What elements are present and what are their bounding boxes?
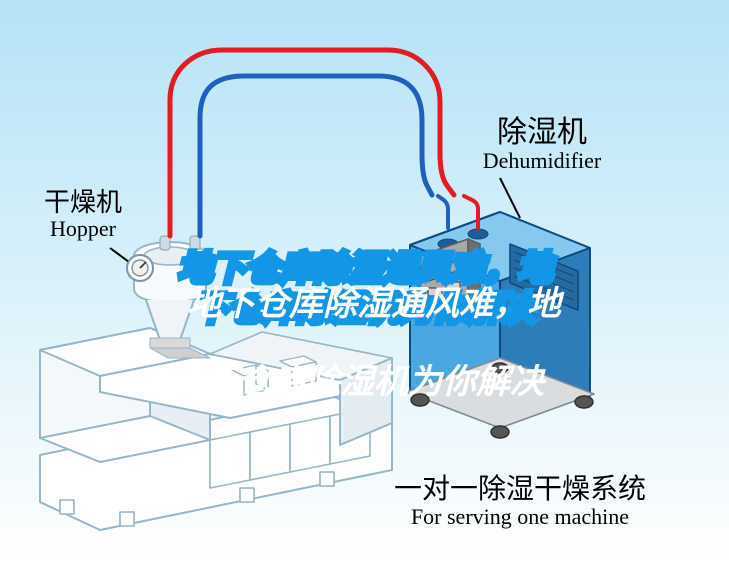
overlay-line1: 地下仓库除湿通风难，地 [187, 285, 561, 323]
label-system-cn: 一对一除湿干燥系统 [320, 474, 720, 505]
label-system-en: For serving one machine [320, 505, 720, 529]
label-hopper-cn: 干燥机 [18, 188, 148, 217]
label-hopper-en: Hopper [18, 217, 148, 241]
label-dehumidifier-cn: 除湿机 [432, 116, 652, 149]
label-system: 一对一除湿干燥系统 For serving one machine [320, 474, 720, 529]
label-dehumidifier-en: Dehumidifier [432, 149, 652, 173]
overlay-line2: 下仓库除湿机为你解决 [204, 363, 544, 401]
label-hopper: 干燥机 Hopper [18, 188, 148, 241]
diagram-stage: 地下仓库除湿通风难，地 下仓库除湿机为你解决 除湿机 Dehumidifier … [0, 0, 729, 561]
overlay-headline: 地下仓库除湿通风难，地 下仓库除湿机为你解决 [0, 246, 729, 402]
label-dehumidifier: 除湿机 Dehumidifier [432, 116, 652, 173]
